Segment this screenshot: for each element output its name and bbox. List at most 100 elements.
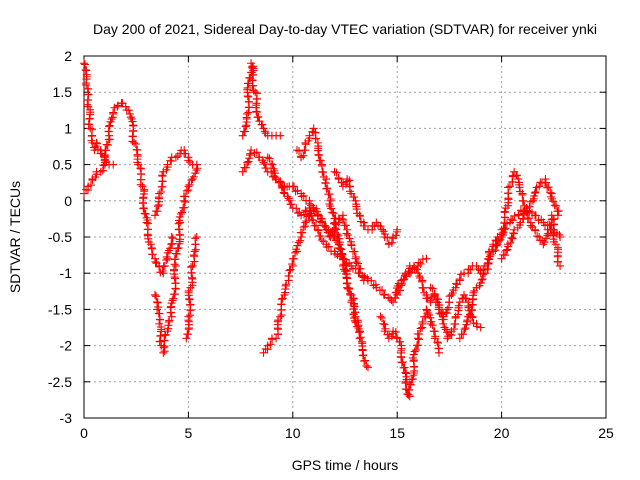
data-point bbox=[271, 173, 280, 182]
data-point bbox=[493, 240, 502, 249]
data-point bbox=[387, 238, 396, 247]
y-axis-label: SDTVAR / TECUs bbox=[7, 181, 23, 293]
data-point bbox=[265, 154, 274, 163]
data-point bbox=[289, 254, 298, 263]
data-point bbox=[347, 291, 356, 300]
data-point bbox=[497, 254, 506, 263]
data-point bbox=[508, 234, 517, 243]
data-point bbox=[332, 225, 341, 234]
data-point bbox=[378, 286, 387, 295]
data-point bbox=[491, 246, 500, 255]
data-point bbox=[130, 138, 139, 147]
data-point bbox=[285, 196, 294, 205]
data-point bbox=[184, 286, 193, 295]
data-point bbox=[426, 319, 435, 328]
data-point bbox=[378, 225, 387, 234]
data-point bbox=[314, 151, 323, 160]
x-tick-label: 5 bbox=[185, 425, 193, 441]
data-point bbox=[379, 319, 388, 328]
data-point bbox=[125, 109, 134, 118]
data-point bbox=[338, 214, 347, 223]
data-point bbox=[190, 247, 199, 256]
data-point bbox=[184, 312, 193, 321]
data-point bbox=[181, 192, 190, 201]
data-point bbox=[546, 192, 555, 201]
data-point bbox=[277, 295, 286, 304]
data-point bbox=[180, 203, 189, 212]
data-point bbox=[397, 353, 406, 362]
data-point bbox=[268, 160, 277, 169]
data-point bbox=[166, 244, 175, 253]
data-point bbox=[345, 284, 354, 293]
series-track-16 bbox=[493, 167, 565, 270]
data-point bbox=[363, 363, 372, 372]
data-point bbox=[288, 260, 297, 269]
data-point bbox=[423, 308, 432, 317]
y-tick-label: -3 bbox=[60, 410, 73, 426]
data-point bbox=[260, 127, 269, 136]
data-point bbox=[338, 249, 347, 258]
x-axis-label: GPS time / hours bbox=[292, 457, 399, 473]
data-point bbox=[301, 206, 310, 215]
data-point bbox=[422, 254, 431, 263]
data-point bbox=[284, 194, 293, 203]
y-tick-label: 2 bbox=[64, 48, 72, 64]
data-point bbox=[192, 160, 201, 169]
data-point bbox=[401, 368, 410, 377]
data-point bbox=[154, 202, 163, 211]
y-tick-label: -1.5 bbox=[48, 301, 72, 317]
series-track-12 bbox=[376, 305, 443, 401]
series-track-2 bbox=[80, 59, 118, 169]
y-tick-label: -2.5 bbox=[48, 374, 72, 390]
data-point bbox=[83, 100, 92, 109]
data-point bbox=[285, 266, 294, 275]
data-point bbox=[514, 175, 523, 184]
data-point bbox=[168, 234, 177, 243]
data-point bbox=[252, 148, 261, 157]
data-point bbox=[164, 317, 173, 326]
data-point bbox=[513, 171, 521, 180]
data-point bbox=[272, 334, 281, 343]
data-point bbox=[414, 341, 423, 350]
data-point bbox=[326, 233, 335, 241]
data-point bbox=[367, 276, 376, 285]
data-point bbox=[461, 324, 470, 333]
data-point bbox=[323, 184, 332, 193]
data-point bbox=[292, 245, 301, 254]
data-point bbox=[396, 286, 405, 295]
data-point bbox=[118, 99, 127, 108]
data-point bbox=[124, 106, 133, 115]
data-point bbox=[161, 330, 170, 339]
data-point bbox=[150, 211, 159, 220]
y-tick-label: 1.5 bbox=[53, 84, 73, 100]
data-point bbox=[171, 255, 180, 264]
data-point bbox=[302, 217, 311, 226]
data-point bbox=[168, 296, 177, 305]
data-point bbox=[168, 239, 177, 248]
data-point bbox=[434, 295, 443, 304]
data-point bbox=[278, 294, 287, 303]
data-point bbox=[427, 317, 436, 326]
data-point bbox=[296, 236, 305, 245]
data-point bbox=[359, 276, 368, 285]
data-point bbox=[278, 183, 287, 192]
data-point bbox=[191, 234, 200, 243]
data-point bbox=[356, 333, 365, 342]
data-point bbox=[251, 88, 260, 97]
data-point bbox=[139, 204, 148, 213]
x-tick-label: 25 bbox=[598, 425, 614, 441]
data-point bbox=[242, 109, 251, 118]
data-point bbox=[514, 211, 523, 220]
y-tick-label: -1 bbox=[60, 265, 73, 281]
data-point bbox=[105, 122, 114, 131]
data-point bbox=[266, 340, 275, 349]
data-point bbox=[158, 171, 167, 180]
data-point bbox=[339, 265, 348, 274]
data-point bbox=[430, 327, 439, 336]
series-track-13 bbox=[393, 261, 485, 343]
data-point bbox=[332, 168, 341, 177]
data-point bbox=[349, 301, 358, 310]
data-point bbox=[398, 279, 407, 288]
series-track-17 bbox=[497, 175, 563, 263]
data-point bbox=[419, 284, 428, 293]
